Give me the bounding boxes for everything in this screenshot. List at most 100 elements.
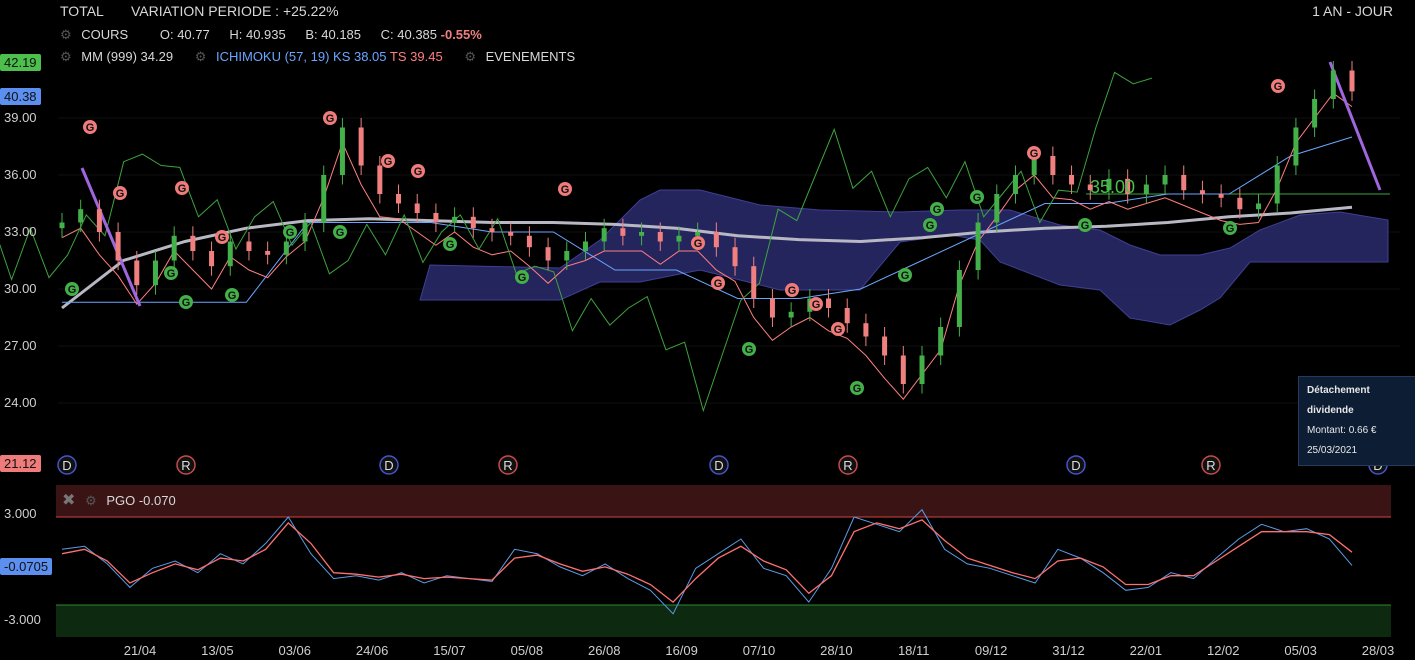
tooltip-amount: Montant: 0.66 €: [1307, 425, 1377, 436]
buy-signal-marker: G: [1078, 218, 1092, 232]
gear-icon[interactable]: ⚙: [60, 27, 72, 42]
indicator-legend: ⚙ MM (999) 34.29 ⚙ ICHIMOKU (57, 19) KS …: [60, 49, 575, 65]
sell-signal-marker: G: [381, 154, 395, 168]
osc-oversold-zone: [56, 605, 1391, 637]
x-tick: 28/10: [820, 643, 853, 658]
candle-body: [769, 298, 775, 318]
svg-text:G: G: [694, 238, 703, 250]
quote-legend: ⚙ COURS O: 40.77 H: 40.935 B: 40.185 C: …: [60, 27, 482, 43]
oscillator-tag: -0.0705: [0, 558, 53, 575]
svg-text:G: G: [973, 192, 982, 204]
y-tick: 24.00: [4, 395, 37, 410]
svg-text:G: G: [167, 268, 176, 280]
candle-body: [601, 228, 607, 242]
osc-level-low: -3.000: [4, 612, 41, 627]
candle-body: [676, 235, 682, 242]
candle-body: [1181, 175, 1187, 191]
svg-text:G: G: [414, 166, 423, 178]
oscillator-name: PGO: [106, 493, 136, 508]
svg-text:G: G: [1274, 81, 1283, 93]
x-tick: 05/03: [1284, 643, 1317, 658]
svg-text:G: G: [228, 290, 237, 302]
svg-text:G: G: [218, 232, 227, 244]
gear-icon[interactable]: ⚙: [60, 49, 72, 64]
gear-icon[interactable]: ⚙: [464, 49, 476, 64]
candle-body: [657, 232, 663, 242]
svg-text:D: D: [1071, 458, 1080, 473]
candle-body: [900, 355, 906, 384]
svg-text:R: R: [181, 458, 190, 473]
candle-body: [545, 247, 551, 261]
sell-signal-marker: G: [113, 186, 127, 200]
candle-body: [751, 266, 757, 299]
candle-body: [433, 213, 439, 223]
sell-signal-marker: G: [175, 181, 189, 195]
buy-signal-marker: G: [515, 270, 529, 284]
close-value: C: 40.385: [380, 27, 438, 42]
svg-text:G: G: [745, 344, 754, 356]
sell-signal-marker: G: [831, 322, 845, 336]
svg-text:R: R: [843, 458, 852, 473]
candle-body: [302, 222, 308, 242]
sell-signal-marker: G: [411, 164, 425, 178]
candle-body: [508, 232, 514, 236]
buy-signal-marker: G: [923, 218, 937, 232]
svg-text:G: G: [561, 184, 570, 196]
buy-signal-marker: G: [65, 282, 79, 296]
candle-body: [695, 232, 701, 236]
tooltip-title: Détachement dividende: [1307, 385, 1370, 416]
oscillator-value: -0.070: [138, 493, 176, 508]
x-tick: 03/06: [278, 643, 311, 658]
svg-text:G: G: [86, 122, 95, 134]
dividend-tooltip: Détachement dividende Montant: 0.66 € 25…: [1298, 376, 1415, 466]
candle-body: [152, 260, 158, 286]
sell-signal-marker: G: [809, 297, 823, 311]
candle-body: [339, 127, 345, 175]
candle-body: [938, 327, 944, 356]
period-selector[interactable]: 1 AN - JOUR: [1312, 3, 1393, 19]
candle-body: [209, 251, 215, 267]
candle-body: [1125, 178, 1131, 194]
price-tag-low: 21.12: [0, 455, 41, 472]
svg-text:G: G: [901, 270, 910, 282]
candle-body: [414, 203, 420, 213]
buy-signal-marker: G: [898, 268, 912, 282]
sell-signal-marker: G: [1271, 79, 1285, 93]
svg-text:G: G: [853, 383, 862, 395]
sell-signal-marker: G: [711, 276, 725, 290]
buy-signal-marker: G: [970, 190, 984, 204]
buy-signal-marker: G: [1223, 221, 1237, 235]
candle-body: [844, 308, 850, 324]
gear-icon[interactable]: ⚙: [194, 49, 207, 64]
events-label: EVENEMENTS: [485, 49, 576, 64]
gear-icon[interactable]: ⚙: [85, 493, 97, 508]
dividend-event-marker: D: [1066, 455, 1086, 475]
svg-text:G: G: [518, 272, 527, 284]
candle-body: [1312, 99, 1318, 128]
svg-text:G: G: [182, 297, 191, 309]
candle-body: [1162, 175, 1168, 185]
dividend-event-marker: D: [709, 455, 729, 475]
svg-text:G: G: [326, 113, 335, 125]
candle-body: [1330, 70, 1336, 99]
svg-text:G: G: [926, 220, 935, 232]
candle-body: [78, 209, 84, 223]
ichimoku-label: ICHIMOKU (57, 19): [215, 49, 330, 64]
x-tick: 05/08: [511, 643, 544, 658]
svg-text:G: G: [336, 227, 345, 239]
dividend-event-marker: D: [57, 455, 77, 475]
ts-value: TS 39.45: [389, 49, 443, 64]
close-icon[interactable]: ✖: [62, 492, 76, 509]
svg-text:R: R: [1206, 458, 1215, 473]
sell-signal-marker: G: [558, 182, 572, 196]
sell-signal-marker: G: [83, 120, 97, 134]
mm-value: 34.29: [140, 49, 174, 64]
x-tick: 24/06: [356, 643, 389, 658]
candle-body: [826, 298, 832, 308]
candle-body: [1293, 127, 1299, 166]
candle-body: [452, 216, 458, 223]
tenkan-line: [61, 92, 1353, 400]
svg-text:G: G: [286, 227, 295, 239]
report-event-marker: R: [1201, 455, 1221, 475]
